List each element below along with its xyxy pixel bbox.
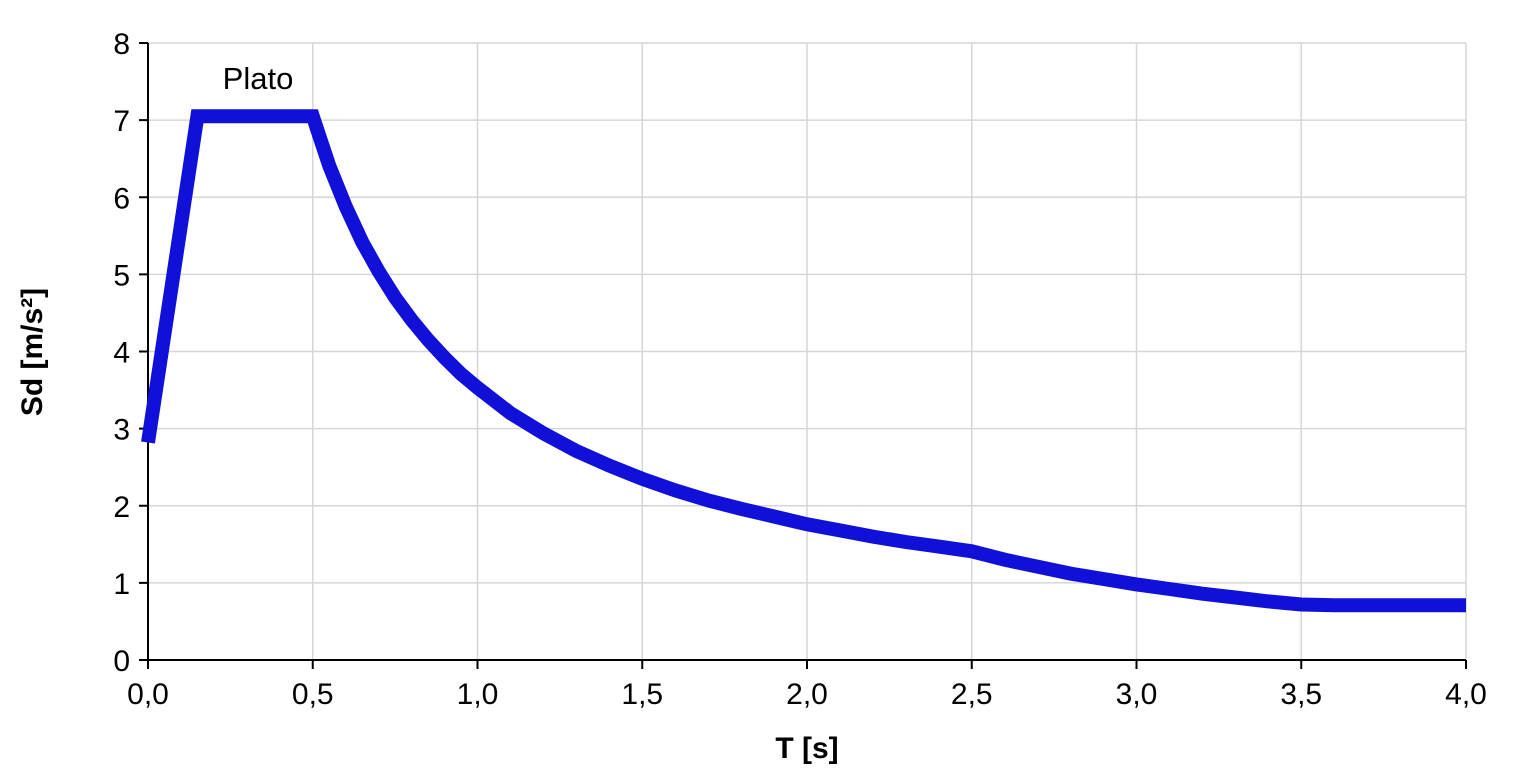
y-tick-label: 4 [113, 337, 130, 370]
y-tick-label: 7 [113, 105, 130, 138]
x-tick-label: 1,5 [621, 678, 663, 711]
y-tick-label: 2 [113, 491, 130, 524]
spectrum-curve-layer [141, 109, 1466, 613]
x-tick-label: 4,0 [1445, 678, 1487, 711]
y-tick-label: 1 [113, 568, 130, 601]
x-tick-label: 2,5 [951, 678, 993, 711]
y-tick-label: 8 [113, 28, 130, 61]
x-tick-label: 3,5 [1280, 678, 1322, 711]
x-tick-label: 0,0 [127, 678, 169, 711]
x-tick-label: 3,0 [1116, 678, 1158, 711]
x-axis-title: T [s] [775, 732, 838, 765]
x-tick-label: 0,5 [292, 678, 334, 711]
plateau-annotation: Plato [223, 61, 294, 96]
x-tick-label: 1,0 [457, 678, 499, 711]
y-tick-label: 3 [113, 414, 130, 447]
tick-labels: 0 1 2 3 4 5 6 7 8 0,0 0,5 1,0 1,5 2,0 2,5 3,0 3,5 4,0 [113, 28, 1487, 711]
y-axis-title: Sd [m/s²] [16, 288, 49, 416]
y-tick-label: 0 [113, 645, 130, 678]
x-tick-label: 2,0 [786, 678, 828, 711]
spectrum-curve [141, 109, 1466, 613]
gridlines [148, 42, 1467, 660]
axis-ticks [139, 42, 1467, 669]
y-tick-label: 5 [113, 259, 130, 292]
y-tick-label: 6 [113, 182, 130, 215]
